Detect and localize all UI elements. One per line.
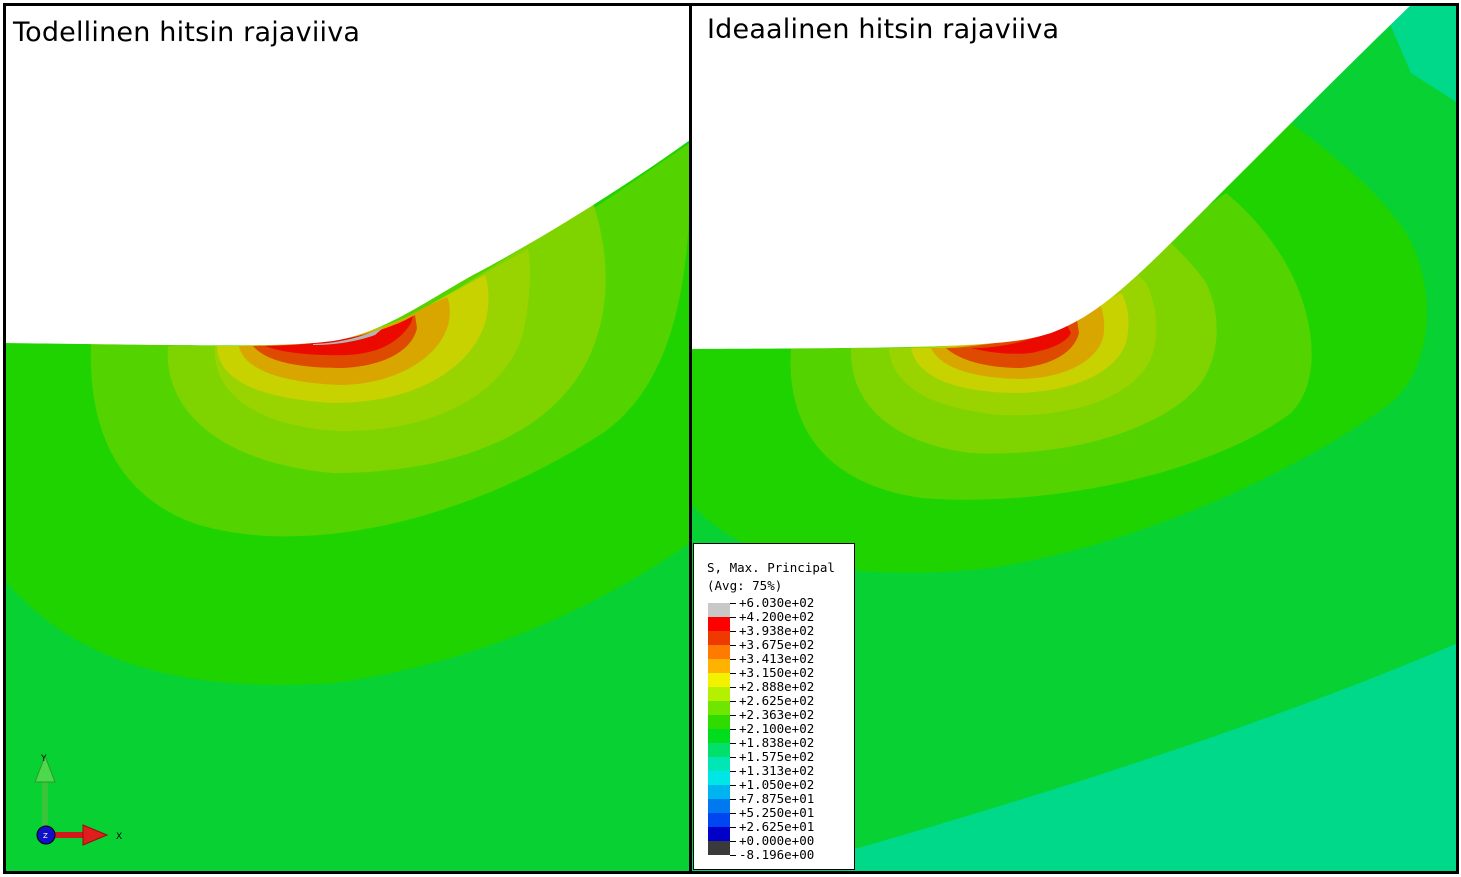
legend-swatch	[708, 645, 730, 659]
legend-swatch	[708, 841, 730, 855]
legend-swatch	[708, 827, 730, 841]
legend-value: +0.000e+00	[739, 833, 815, 848]
left-panel-title: Todellinen hitsin rajaviiva	[13, 17, 361, 48]
legend-tick	[730, 729, 736, 730]
legend-value: +1.838e+02	[739, 735, 815, 750]
right-band-red	[971, 323, 1071, 354]
right-panel-title: Ideaalinen hitsin rajaviiva	[707, 14, 1060, 45]
legend-title: S, Max. Principal	[707, 560, 835, 575]
y-axis-label: Y	[40, 754, 47, 764]
legend-swatch	[708, 603, 730, 617]
legend-swatch	[708, 785, 730, 799]
legend-tick	[730, 715, 736, 716]
legend-tick	[730, 743, 736, 744]
legend-swatch	[708, 631, 730, 645]
legend-swatch	[708, 771, 730, 785]
legend-value: +2.363e+02	[739, 707, 815, 722]
legend-value: +2.625e+01	[739, 819, 815, 834]
legend-tick	[730, 687, 736, 688]
legend-tick	[730, 617, 736, 618]
legend-swatch	[708, 799, 730, 813]
legend-tick	[730, 855, 736, 856]
legend-tick	[730, 841, 736, 842]
legend-value: +6.030e+02	[739, 595, 815, 610]
left-peak-grey	[313, 328, 383, 345]
legend-swatch	[708, 617, 730, 631]
legend-swatch	[708, 729, 730, 743]
legend-tick	[730, 659, 736, 660]
legend-tick	[730, 645, 736, 646]
legend-value: +3.413e+02	[739, 651, 815, 666]
legend-value: +3.938e+02	[739, 623, 815, 638]
legend-tick	[730, 701, 736, 702]
left-band-red	[265, 316, 413, 356]
legend-value: +7.875e+01	[739, 791, 815, 806]
legend-value: +3.150e+02	[739, 665, 815, 680]
legend-swatch	[708, 813, 730, 827]
legend-value: +3.675e+02	[739, 637, 815, 652]
legend-tick	[730, 673, 736, 674]
legend-tick	[730, 757, 736, 758]
legend-swatch	[708, 687, 730, 701]
x-axis-arrowhead	[82, 824, 109, 846]
legend-subtitle: (Avg: 75%)	[707, 578, 783, 593]
left-stress-contour-plot	[3, 3, 690, 873]
left-void-region	[3, 3, 690, 346]
legend-value: +2.100e+02	[739, 721, 815, 736]
legend-swatch	[708, 757, 730, 771]
legend-tick	[730, 603, 736, 604]
legend-value: +1.050e+02	[739, 777, 815, 792]
z-axis-label: Z	[43, 832, 48, 840]
legend-value: +1.313e+02	[739, 763, 815, 778]
legend-value: +2.888e+02	[739, 679, 815, 694]
z-axis-marker	[36, 825, 56, 845]
axis-triad: Y X Z	[34, 754, 122, 846]
legend-swatch	[708, 743, 730, 757]
legend-swatch	[708, 659, 730, 673]
right-void-region	[691, 3, 1413, 349]
legend-value: -8.196e+00	[739, 847, 815, 862]
x-axis-label: X	[116, 832, 122, 842]
legend-swatch	[708, 715, 730, 729]
legend-tick	[730, 827, 736, 828]
legend-tick	[730, 785, 736, 786]
legend-tick	[730, 799, 736, 800]
legend-swatch	[708, 673, 730, 687]
legend-value: +1.575e+02	[739, 749, 815, 764]
y-axis-arrowhead	[34, 754, 56, 783]
contour-legend: S, Max. Principal (Avg: 75%) +6.030e+02 +…	[693, 543, 855, 870]
legend-tick	[730, 813, 736, 814]
legend-value: +2.625e+02	[739, 693, 815, 708]
legend-value: +4.200e+02	[739, 609, 815, 624]
legend-tick	[730, 771, 736, 772]
legend-swatch	[708, 701, 730, 715]
legend-tick	[730, 631, 736, 632]
left-contour-panel: Todellinen hitsin rajaviiva Y X Z	[3, 3, 690, 873]
legend-value: +5.250e+01	[739, 805, 815, 820]
